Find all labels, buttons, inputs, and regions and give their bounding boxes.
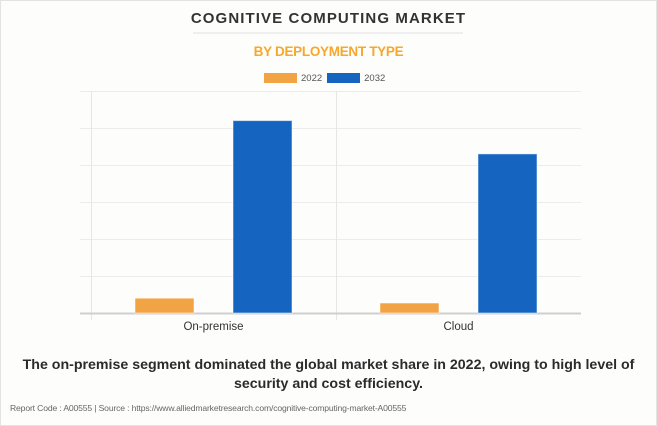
title-divider	[193, 32, 463, 34]
chart-subtitle: BY DEPLOYMENT TYPE	[253, 44, 404, 59]
legend-item-2022[interactable]: 2022	[264, 73, 322, 84]
legend-swatch-2032	[327, 73, 361, 83]
x-tick-label: On-premise	[183, 321, 243, 333]
bar-cloud-2032[interactable]	[477, 153, 538, 314]
legend-label-2032: 2032	[364, 72, 386, 84]
legend-label-2022: 2022	[301, 72, 323, 84]
legend-item-2032[interactable]: 2032	[327, 73, 385, 84]
bar-on-premise-2032[interactable]	[232, 120, 293, 314]
source-footer: Report Code : A00555 | Source : https://…	[10, 403, 407, 413]
legend-swatch-2022	[264, 73, 297, 83]
bar-on-premise-2022[interactable]	[134, 297, 195, 314]
x-tick-label: Cloud	[443, 321, 473, 333]
chart-legend: 2022 2032	[264, 72, 390, 84]
bars	[134, 120, 538, 314]
chart-caption: The on-premise segment dominated the glo…	[22, 357, 635, 392]
bar-chart: On-premise Cloud	[80, 91, 581, 333]
chart-title: COGNITIVE COMPUTING MARKET	[190, 10, 467, 27]
bar-cloud-2022[interactable]	[379, 302, 440, 314]
x-axis-labels: On-premise Cloud	[183, 321, 473, 333]
